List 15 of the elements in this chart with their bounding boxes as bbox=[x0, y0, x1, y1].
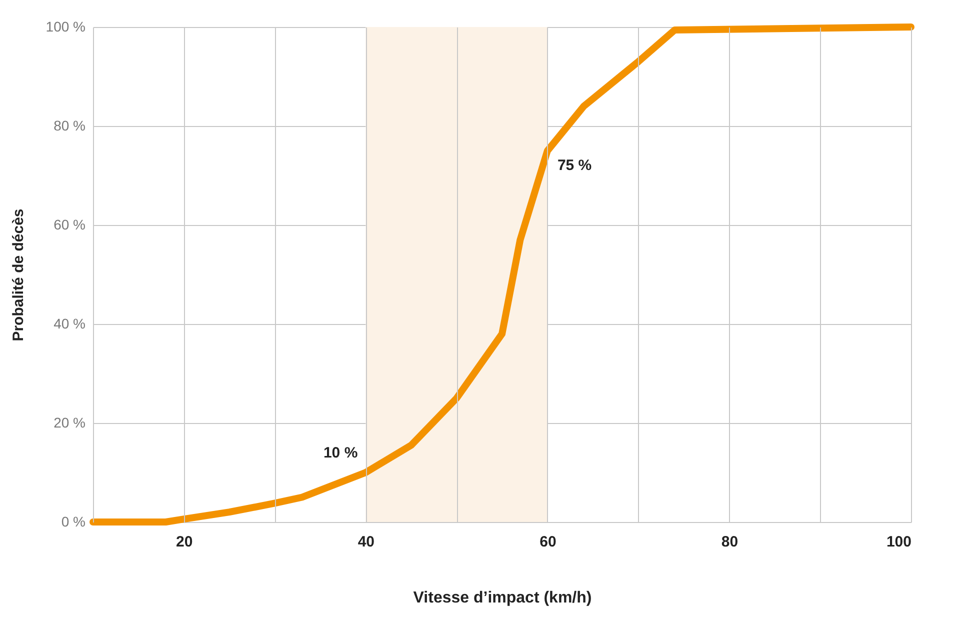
annotation: 75 % bbox=[557, 156, 592, 174]
x-tick-label: 60 bbox=[540, 534, 556, 550]
y-tick-label: 0 % bbox=[61, 514, 86, 530]
y-tick-label: 20 % bbox=[54, 414, 86, 430]
y-tick-label: 40 % bbox=[54, 316, 86, 332]
x-tick-label: 20 bbox=[176, 534, 193, 550]
x-tick-label: 100 bbox=[886, 534, 912, 550]
y-tick-label: 80 % bbox=[54, 118, 86, 134]
annotation: 10 % bbox=[323, 444, 358, 462]
x-axis-title: Vitesse d’impact (km/h) bbox=[413, 590, 592, 606]
x-tick-label: 80 bbox=[721, 534, 738, 550]
x-tick-label: 40 bbox=[358, 534, 375, 550]
y-tick-label: 60 % bbox=[54, 216, 86, 232]
y-tick-label: 100 % bbox=[46, 18, 86, 34]
y-axis-title: Probalité de décès bbox=[10, 208, 27, 342]
